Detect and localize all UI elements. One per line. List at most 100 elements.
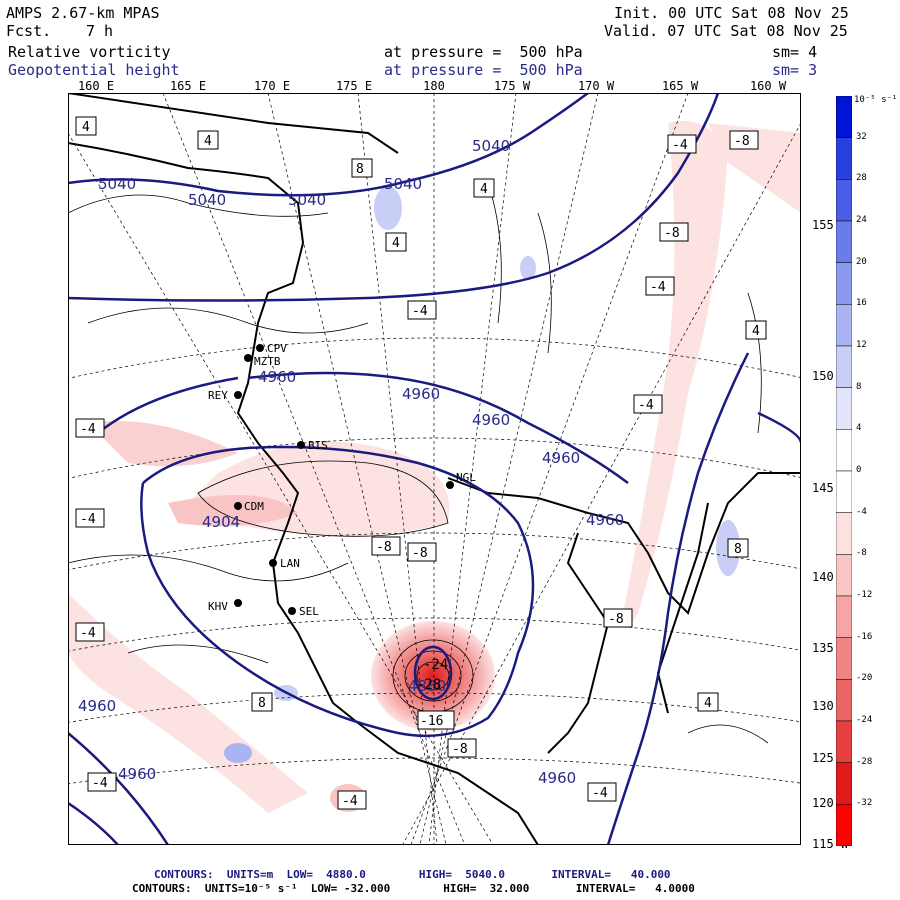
height-label: 5040 [288,191,326,209]
colorbar-swatch [836,595,852,638]
field-vorticity-name: Relative vorticity [8,43,171,61]
station-label: SEL [299,605,319,618]
colorbar-swatch [836,512,852,555]
vort-label-box: -4 [587,782,617,802]
lon-label: 165 W [661,79,699,93]
height-label: 4960 [586,511,624,529]
height-label: 4960 [258,368,296,386]
colorbar-swatch [836,262,852,305]
valid-time: Valid. 07 UTC Sat 08 Nov 25 [604,22,848,40]
station-marker [244,354,252,362]
vort-label-box: -8 [371,536,401,556]
station-label: LAN [280,557,300,570]
colorbar-swatch [836,387,852,430]
lon-label: 180 [423,79,445,93]
coastline [68,93,801,845]
colorbar-tick-label: -8 [856,548,867,559]
svg-text:-8: -8 [664,226,680,241]
colorbar-tick-label: 20 [856,256,867,267]
station-label: MZTB [254,355,281,368]
cyclone-core-label: -24 [423,657,448,673]
init-time: Init. 00 UTC Sat 08 Nov 25 [614,4,849,22]
svg-text:4: 4 [82,120,90,135]
colorbar-swatch [836,804,852,846]
field-height-name: Geopotential height [8,61,180,79]
footer-height-contours: CONTOURS: UNITS=m LOW= 4880.0 HIGH= 5040… [154,868,671,881]
vort-label-box: 8 [351,158,373,178]
colorbar-tick-label: -28 [856,756,873,767]
colorbar-tick-label: 28 [856,173,867,184]
stations: CPV MZTB REY BIS NGL CDM LAN KHV SEL [208,342,476,618]
height-label: 4960 [402,385,440,403]
vort-label-box: -8 [659,222,689,242]
height-label: 4904 [202,513,240,531]
colorbar-tick-label: 12 [856,340,867,350]
colorbar-tick-label: 32 [856,131,867,142]
lon-label: 170 W [577,79,615,93]
vort-label-box: -4 [87,772,117,792]
svg-text:-4: -4 [342,794,358,809]
station-marker [446,481,454,489]
colorbar-swatch [836,137,852,180]
field-vorticity-level: at pressure = 500 hPa [384,43,583,61]
station-label: REY [208,389,228,402]
pos-vorticity-area [374,186,402,230]
vorticity-labels: 4 4 8 4 4 -4 -4 -8 -8 -4 4 -4 -4 -4 -8 -… [75,116,767,810]
colorbar-swatch [836,429,852,472]
height-label: 4960 [472,411,510,429]
station-marker [297,441,305,449]
lon-label: 170 E [253,79,291,93]
field-height-smooth: sm= 3 [772,61,818,79]
forecast-hour: 7 h [86,22,114,40]
svg-text:-4: -4 [412,304,428,319]
colorbar-tick-label: 4 [856,423,862,434]
vort-label-box: -4 [75,418,105,438]
vort-label-box: -16 [417,710,455,730]
vort-label-box: -8 [407,542,437,562]
colorbar-swatch [836,720,852,763]
station-marker [234,391,242,399]
svg-text:4: 4 [204,134,212,149]
svg-text:-8: -8 [608,612,624,627]
svg-text:-4: -4 [92,776,108,791]
vort-label-box: -4 [75,622,105,642]
vort-label-box: -8 [729,130,759,150]
station-marker [234,599,242,607]
svg-text:-8: -8 [376,540,392,555]
svg-text:8: 8 [734,542,742,557]
vort-label-box: 4 [385,232,407,252]
svg-text:-4: -4 [672,138,688,153]
station-label: NGL [456,471,476,484]
colorbar-tick-label: -12 [856,590,873,600]
vort-label-box: -8 [603,608,633,628]
lon-label: 160 E [77,79,115,93]
svg-text:-16: -16 [420,714,443,729]
station-label: CDM [244,500,264,513]
station-label: BIS [308,439,328,452]
colorbar-swatch [836,637,852,680]
footer-vorticity-contours: CONTOURS: UNITS=10⁻⁵ s⁻¹ LOW= -32.000 HI… [132,882,695,895]
neg-vorticity-band [623,121,728,623]
station-marker [256,344,264,352]
lon-label: 160 W [749,79,787,93]
field-vorticity-smooth: sm= 4 [772,43,818,61]
svg-text:-4: -4 [80,422,96,437]
vort-label-box: -4 [75,508,105,528]
lon-label: 175 W [493,79,531,93]
cyclone-core [371,621,495,731]
station-marker [269,559,277,567]
station-marker [288,607,296,615]
colorbar-swatch [836,554,852,597]
vort-label-box: 8 [251,692,273,712]
colorbar-swatch [836,345,852,388]
colorbar-swatch [836,179,852,222]
vort-label-box: -4 [337,790,367,810]
height-label: 5040 [188,191,226,209]
svg-text:-8: -8 [412,546,428,561]
colorbar-swatch [836,679,852,722]
vorticity-contours [68,182,769,744]
colorbar-swatch [836,220,852,263]
colorbar-swatch [836,304,852,347]
map-frame [68,93,801,845]
svg-text:4: 4 [704,696,712,711]
